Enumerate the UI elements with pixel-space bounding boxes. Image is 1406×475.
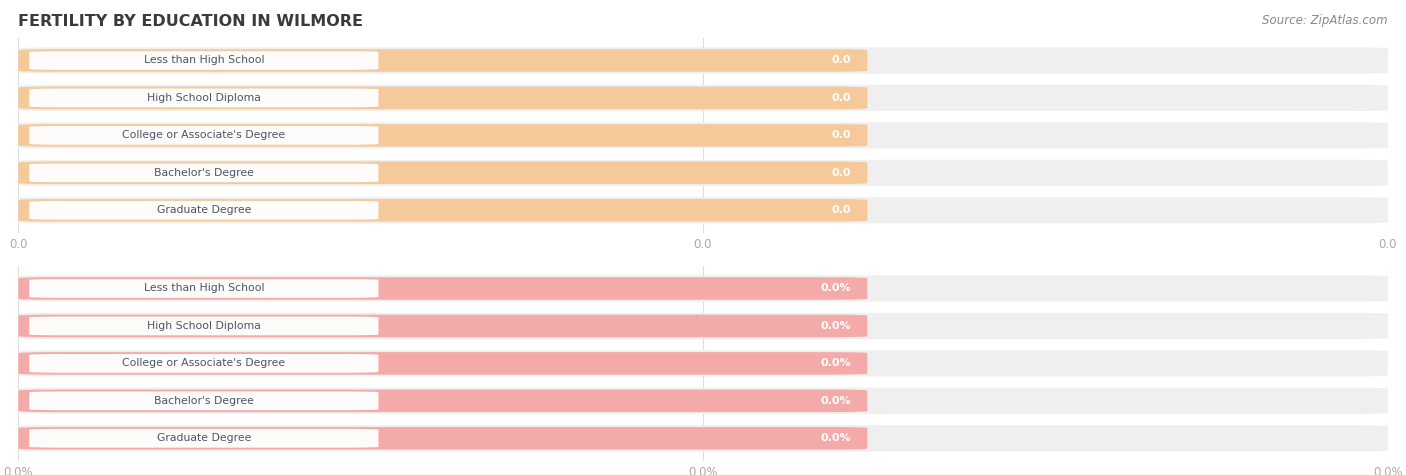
Text: Less than High School: Less than High School	[143, 284, 264, 294]
FancyBboxPatch shape	[18, 48, 1388, 74]
Text: 0.0: 0.0	[831, 130, 851, 141]
FancyBboxPatch shape	[18, 199, 868, 221]
Text: 0.0%: 0.0%	[820, 284, 851, 294]
Text: 0.0: 0.0	[831, 205, 851, 215]
FancyBboxPatch shape	[18, 350, 1388, 377]
FancyBboxPatch shape	[18, 313, 1388, 339]
FancyBboxPatch shape	[18, 352, 868, 375]
Text: 0.0%: 0.0%	[820, 321, 851, 331]
FancyBboxPatch shape	[18, 122, 1388, 149]
FancyBboxPatch shape	[30, 126, 378, 145]
FancyBboxPatch shape	[18, 276, 1388, 302]
FancyBboxPatch shape	[18, 124, 868, 147]
FancyBboxPatch shape	[30, 429, 378, 447]
FancyBboxPatch shape	[30, 88, 378, 107]
FancyBboxPatch shape	[30, 279, 378, 298]
Text: 0.0: 0.0	[831, 168, 851, 178]
Text: High School Diploma: High School Diploma	[146, 321, 260, 331]
FancyBboxPatch shape	[18, 277, 868, 300]
FancyBboxPatch shape	[30, 51, 378, 70]
FancyBboxPatch shape	[30, 163, 378, 182]
Text: Less than High School: Less than High School	[143, 56, 264, 66]
Text: College or Associate's Degree: College or Associate's Degree	[122, 130, 285, 141]
Text: High School Diploma: High School Diploma	[146, 93, 260, 103]
FancyBboxPatch shape	[18, 160, 1388, 186]
Text: 0.0%: 0.0%	[820, 396, 851, 406]
Text: Bachelor's Degree: Bachelor's Degree	[153, 396, 253, 406]
Text: Graduate Degree: Graduate Degree	[156, 205, 252, 215]
FancyBboxPatch shape	[18, 425, 1388, 451]
FancyBboxPatch shape	[18, 85, 1388, 111]
Text: FERTILITY BY EDUCATION IN WILMORE: FERTILITY BY EDUCATION IN WILMORE	[18, 14, 363, 29]
FancyBboxPatch shape	[30, 354, 378, 373]
FancyBboxPatch shape	[18, 49, 868, 72]
FancyBboxPatch shape	[18, 162, 868, 184]
FancyBboxPatch shape	[18, 197, 1388, 223]
FancyBboxPatch shape	[18, 390, 868, 412]
Text: Graduate Degree: Graduate Degree	[156, 433, 252, 443]
Text: 0.0%: 0.0%	[820, 433, 851, 443]
FancyBboxPatch shape	[30, 201, 378, 219]
Text: Source: ZipAtlas.com: Source: ZipAtlas.com	[1263, 14, 1388, 27]
Text: 0.0: 0.0	[831, 56, 851, 66]
FancyBboxPatch shape	[30, 391, 378, 410]
FancyBboxPatch shape	[18, 388, 1388, 414]
FancyBboxPatch shape	[18, 86, 868, 109]
FancyBboxPatch shape	[30, 316, 378, 335]
FancyBboxPatch shape	[18, 427, 868, 449]
Text: Bachelor's Degree: Bachelor's Degree	[153, 168, 253, 178]
Text: 0.0%: 0.0%	[820, 358, 851, 369]
Text: 0.0: 0.0	[831, 93, 851, 103]
FancyBboxPatch shape	[18, 314, 868, 337]
Text: College or Associate's Degree: College or Associate's Degree	[122, 358, 285, 369]
